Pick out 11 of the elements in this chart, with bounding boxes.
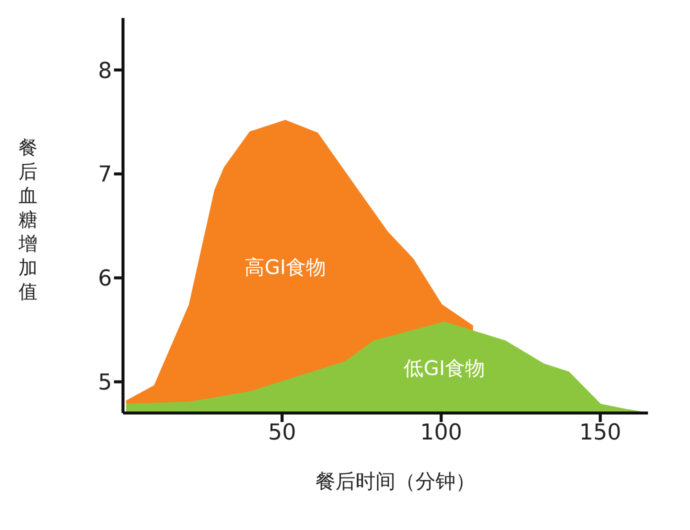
y-tick-label: 7 bbox=[98, 162, 112, 188]
x-tick-label: 50 bbox=[268, 420, 296, 446]
x-tick-label: 100 bbox=[420, 420, 462, 446]
y-tick-label: 5 bbox=[98, 370, 112, 396]
series-label: 低GI食物 bbox=[404, 356, 486, 380]
series-label: 高GI食物 bbox=[244, 255, 326, 280]
y-tick-label: 6 bbox=[98, 266, 112, 292]
x-axis-title: 餐后时间（分钟） bbox=[314, 468, 476, 495]
y-axis-title: 餐后血糖增加值 bbox=[18, 136, 38, 304]
x-tick-label: 150 bbox=[579, 420, 622, 446]
y-tick-label: 8 bbox=[98, 58, 112, 84]
